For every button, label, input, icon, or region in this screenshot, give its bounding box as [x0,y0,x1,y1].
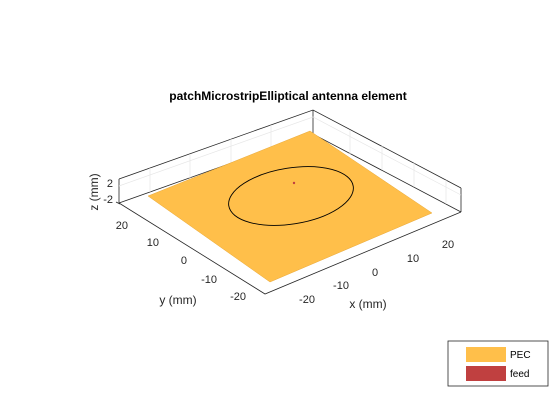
x-tick-label: 0 [372,267,378,279]
z-axis: 2 -2 z (mm) [87,173,113,210]
z-tick-label: 2 [107,178,113,190]
pec-ground-plane [147,130,433,283]
y-tick-label: 0 [181,255,187,267]
legend: PEC feed [447,340,549,387]
z-tick-label: -2 [103,194,113,206]
legend-swatch-pec [466,347,506,362]
grid-lines [118,116,462,204]
y-tick-label: -10 [201,274,217,286]
x-tick-label: -10 [333,280,349,292]
z-axis-label: z (mm) [87,173,101,210]
top-rim [118,109,462,189]
legend-swatch-feed [466,366,506,381]
legend-label-pec: PEC [510,350,531,361]
x-axis: -20 -10 0 10 20 x (mm) [299,239,454,311]
bottom-front-edges [118,202,462,295]
figure-title: patchMicrostripElliptical antenna elemen… [169,89,406,103]
x-tick-label: 10 [407,253,419,265]
y-axis: 20 10 0 -10 -20 y (mm) [116,201,246,307]
y-tick-label: 10 [147,237,159,249]
x-tick-label: 20 [442,239,454,251]
feed-point [292,181,296,185]
x-axis-label: x (mm) [349,297,386,311]
x-tick-label: -20 [299,294,315,306]
y-tick-label: 20 [116,220,128,232]
legend-label-feed: feed [510,369,529,380]
y-axis-label: y (mm) [159,293,196,307]
y-tick-label: -20 [230,291,246,303]
elliptical-patch-outline [228,166,354,226]
